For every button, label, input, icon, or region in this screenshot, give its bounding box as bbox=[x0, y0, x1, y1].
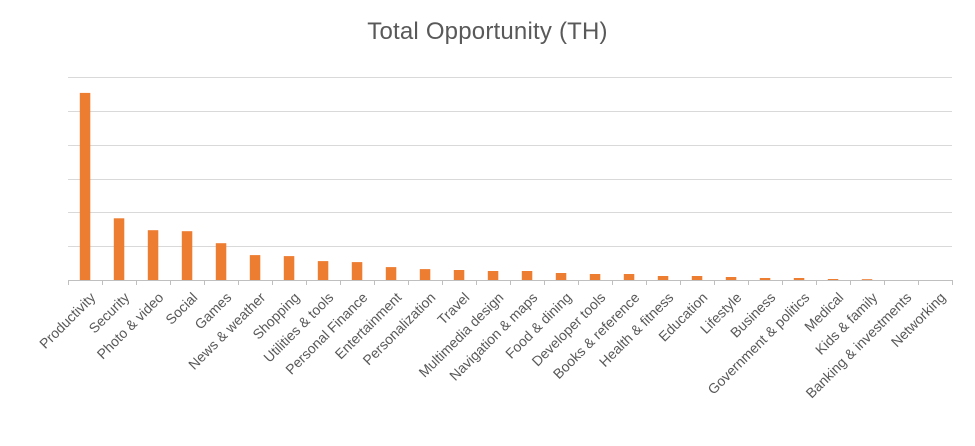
bar bbox=[691, 276, 703, 280]
bars bbox=[79, 92, 873, 281]
bar bbox=[181, 231, 193, 280]
bar bbox=[351, 262, 363, 280]
bar bbox=[147, 230, 159, 280]
bar bbox=[487, 271, 499, 280]
bar bbox=[385, 267, 397, 280]
bar bbox=[215, 243, 227, 280]
chart-title: Total Opportunity (TH) bbox=[367, 18, 608, 45]
bar bbox=[623, 274, 635, 280]
bar bbox=[657, 276, 669, 280]
bar bbox=[521, 271, 533, 280]
bar bbox=[555, 273, 567, 280]
bar bbox=[793, 278, 805, 280]
bar bbox=[725, 277, 737, 280]
bar bbox=[827, 279, 839, 280]
bar bbox=[759, 278, 771, 280]
bar bbox=[317, 261, 329, 280]
bar bbox=[249, 255, 261, 280]
x-axis bbox=[68, 280, 953, 285]
bar bbox=[283, 256, 295, 280]
bar bbox=[113, 218, 125, 280]
bar bbox=[589, 274, 601, 280]
bar bbox=[453, 270, 465, 280]
bar bbox=[79, 92, 91, 281]
bar bbox=[419, 269, 431, 280]
bar bbox=[861, 279, 873, 280]
gridlines bbox=[68, 77, 952, 247]
